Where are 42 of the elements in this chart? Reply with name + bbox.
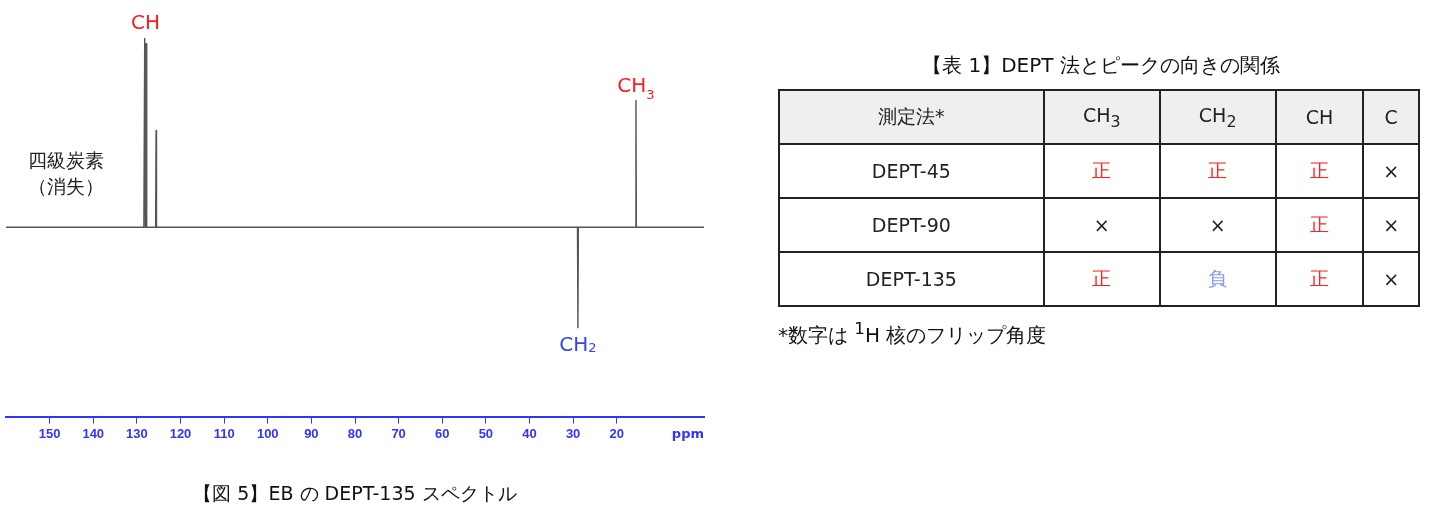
annotation: 四級炭素 — [28, 149, 104, 171]
annotation: （消失） — [28, 174, 104, 197]
text: 負 — [1208, 267, 1228, 289]
x-tick-label: 70 — [391, 425, 406, 441]
text: × — [1209, 214, 1226, 236]
x-tick-label: 140 — [82, 425, 105, 441]
text: 【図 5】EB の DEPT-135 スペクトル — [193, 481, 517, 504]
text: × — [1383, 268, 1400, 290]
text: 正 — [1310, 159, 1330, 181]
text: 【表 1】DEPT 法とピークの向きの関係 — [921, 52, 1281, 79]
x-tick-label: 110 — [213, 425, 235, 441]
category-label: CH — [1275, 90, 1364, 144]
text: *数字は $^{1}$H 核のフリップ角度 — [778, 319, 1048, 349]
category-label: DEPT-90 — [871, 214, 951, 236]
annotation: CH2 — [559, 331, 597, 356]
x-tick-label: 20 — [609, 425, 624, 441]
x-tick-label: 120 — [169, 425, 192, 441]
x-tick-label: 130 — [126, 425, 148, 441]
x-tick-label: 100 — [256, 425, 279, 441]
category-label: DEPT-135 — [865, 268, 957, 290]
text: 正 — [1208, 159, 1228, 181]
x-tick-label: 80 — [347, 425, 363, 441]
annotation: CH — [131, 10, 161, 35]
category-label: CH$_{3}$ — [1043, 90, 1160, 144]
text: 正 — [1310, 267, 1330, 289]
text: 正 — [1310, 213, 1330, 235]
text: 正 — [1092, 267, 1112, 289]
x-tick-label: 30 — [565, 425, 581, 441]
text: × — [1093, 214, 1110, 236]
x-tick-label: 150 — [38, 425, 61, 441]
x-axis-title: ppm — [671, 426, 704, 442]
category-label: CH$_{2}$ — [1159, 90, 1276, 144]
x-tick-label: 50 — [478, 425, 494, 441]
text: × — [1383, 214, 1400, 236]
x-tick-label: 90 — [304, 425, 319, 441]
x-tick-label: 60 — [435, 425, 450, 441]
category-label: C — [1363, 90, 1419, 144]
text: × — [1383, 160, 1400, 182]
category-label: 測定法* — [779, 90, 1044, 144]
category-label: DEPT-45 — [871, 160, 951, 182]
x-tick-label: 40 — [522, 425, 537, 441]
text: 正 — [1092, 159, 1112, 181]
